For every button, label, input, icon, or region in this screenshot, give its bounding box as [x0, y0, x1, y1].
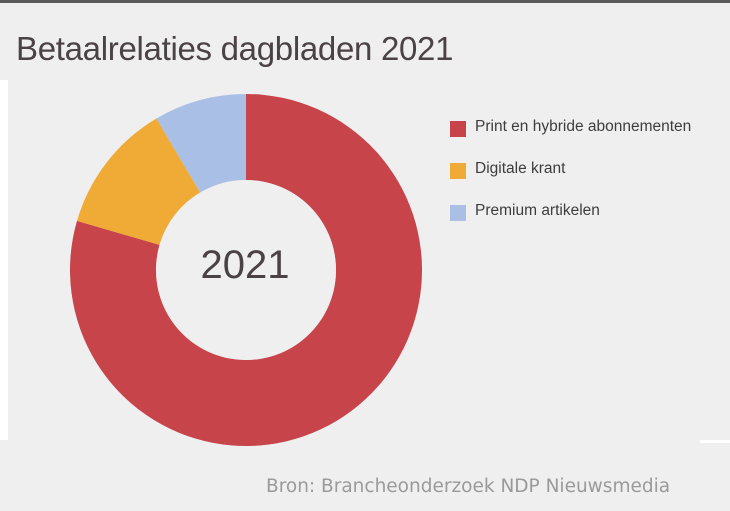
panel-edge — [0, 80, 8, 440]
donut-slice-premium — [156, 94, 246, 193]
legend-item-premium: Premium artikelen — [450, 202, 691, 244]
legend-label-print: Print en hybride abonnementen — [475, 118, 692, 135]
legend-swatch-premium — [450, 205, 466, 221]
top-rule — [0, 0, 730, 3]
donut-slice-digitaal — [76, 118, 201, 245]
legend-item-digitaal: Digitale krant — [450, 160, 691, 202]
legend-item-print: Print en hybride abonnementen — [450, 118, 691, 160]
donut-hole — [156, 180, 336, 360]
legend: Print en hybride abonnementen Digitale k… — [450, 118, 691, 244]
legend-swatch-print — [450, 121, 466, 137]
legend-label-premium: Premium artikelen — [475, 202, 600, 219]
chart-title: Betaalrelaties dagbladen 2021 — [16, 30, 454, 67]
source-note: Bron: Brancheonderzoek NDP Nieuwsmedia — [266, 476, 671, 497]
title-band — [0, 3, 730, 81]
legend-swatch-digitaal — [450, 163, 466, 179]
donut-slice-print — [70, 94, 423, 446]
panel-edge-bottom — [700, 440, 730, 443]
legend-label-digitaal: Digitale krant — [475, 160, 566, 177]
donut-center-label: 2021 — [200, 243, 290, 287]
